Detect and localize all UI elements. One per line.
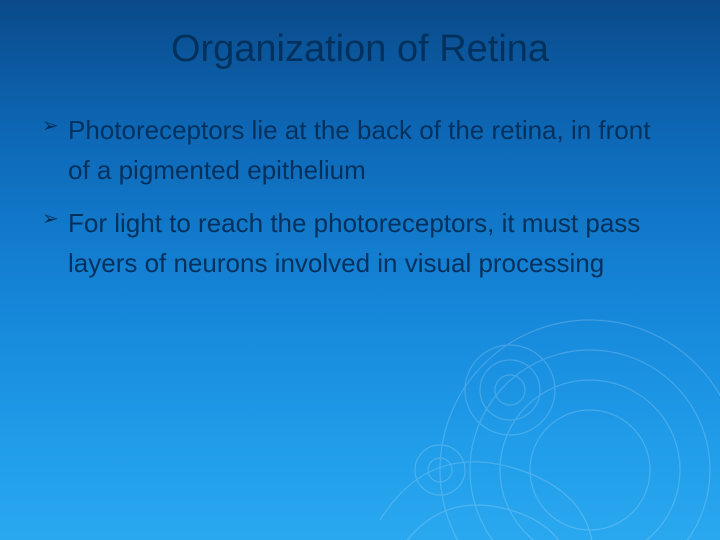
bullet-item: ➢ For light to reach the photoreceptors,…	[42, 203, 670, 284]
bullet-arrow-icon: ➢	[42, 116, 59, 136]
bullet-text: Photoreceptors lie at the back of the re…	[68, 115, 650, 185]
slide: Organization of Retina ➢ Photoreceptors …	[0, 0, 720, 540]
decorative-swirls	[340, 260, 720, 540]
bullet-arrow-icon: ➢	[42, 209, 59, 229]
bullet-item: ➢ Photoreceptors lie at the back of the …	[42, 110, 670, 191]
bullet-text: For light to reach the photoreceptors, i…	[68, 208, 640, 278]
slide-body: ➢ Photoreceptors lie at the back of the …	[42, 110, 670, 295]
slide-title: Organization of Retina	[0, 28, 720, 71]
